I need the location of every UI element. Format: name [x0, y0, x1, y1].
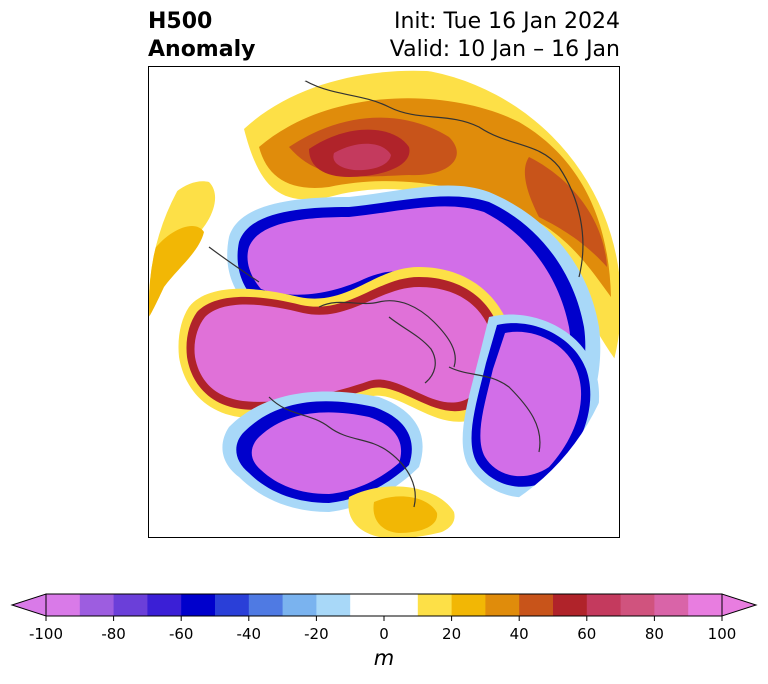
colorbar-bin: [282, 594, 317, 616]
colorbar-tick-label: 60: [577, 625, 597, 643]
colorbar-bin: [248, 594, 284, 616]
colorbar-bin: [485, 594, 520, 616]
colorbar-bin: [519, 594, 554, 616]
colorbar-bin: [586, 594, 622, 616]
colorbar-extend-low: [10, 593, 47, 617]
colorbar-bin: [316, 594, 351, 616]
colorbar-bin: [688, 594, 723, 616]
positive-left-lobe-mid: [149, 226, 204, 317]
colorbar-bin: [46, 594, 81, 616]
valid-range: Valid: 10 Jan – 16 Jan: [389, 37, 620, 62]
colorbar-tick-label: -40: [236, 625, 262, 643]
colorbar-tick-label: 100: [707, 625, 737, 643]
date-info: Init: Tue 16 Jan 2024 Valid: 10 Jan – 16…: [390, 8, 620, 64]
colorbar-bin: [417, 594, 453, 616]
colorbar-bin: [79, 594, 115, 616]
colorbar-tick-label: 20: [442, 625, 462, 643]
anomaly-map: [149, 70, 619, 537]
colorbar-bin: [451, 594, 486, 616]
negative-right-deep: [480, 331, 582, 477]
colorbar-bin: [654, 594, 689, 616]
colorbar-extend-high: [721, 593, 758, 617]
negative-upper-deep: [247, 206, 571, 397]
colorbar-bin: [147, 594, 182, 616]
colorbar-tick-label: -80: [101, 625, 126, 643]
colorbar-bin: [384, 594, 419, 616]
colorbar-bin: [113, 594, 148, 616]
colorbar-tick-label: 0: [379, 625, 389, 643]
title-line-2: Anomaly: [148, 37, 256, 62]
chart-title: H500 Anomaly: [148, 8, 255, 64]
positive-core-pink: [333, 143, 391, 171]
colorbar: [10, 593, 758, 621]
title-line-1: H500: [148, 9, 213, 34]
map-panel: [148, 66, 620, 538]
colorbar-tick-label: -60: [168, 625, 194, 643]
colorbar-tick-label: 40: [509, 625, 529, 643]
colorbar-bin: [215, 594, 250, 616]
init-date: Init: Tue 16 Jan 2024: [393, 9, 620, 34]
colorbar-unit-label: m: [373, 646, 395, 670]
colorbar-bin: [350, 594, 385, 616]
colorbar-bin: [620, 594, 655, 616]
colorbar-bin: [553, 594, 588, 616]
colorbar-tick-label: 80: [644, 625, 664, 643]
negative-lower-deep: [251, 412, 402, 494]
colorbar-bin: [181, 594, 216, 616]
positive-central-core: [194, 287, 494, 403]
coastlines: [208, 76, 584, 508]
positive-south-patch-mid: [373, 496, 438, 533]
colorbar-tick-label: -100: [28, 625, 64, 643]
colorbar-tick-label: -20: [304, 625, 329, 643]
